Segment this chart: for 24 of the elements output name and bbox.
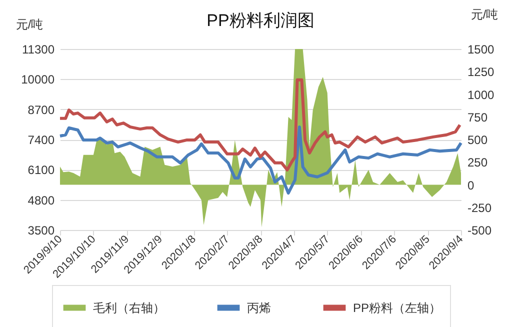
y-axis-title: 元/吨 [16,18,44,32]
legend-label: PP粉料（左轴） [353,300,442,315]
y2-tick-label: 500 [468,133,488,147]
y-tick-label: 6100 [28,163,55,178]
y-tick-label: 3500 [28,224,55,238]
y2-tick-label: 1250 [468,65,495,80]
y2-tick-label: 1500 [468,42,495,56]
y2-axis-title: 元/吨 [470,8,498,22]
chart-title: PP粉料利润图 [206,11,314,30]
y-tick-label: 7400 [28,133,55,147]
legend-label: 毛利（右轴） [93,300,165,315]
y2-tick-label: 250 [468,156,488,170]
legend-label: 丙烯 [247,300,271,315]
y2-tick-label: -500 [468,224,492,238]
y2-tick-label: 1000 [468,88,495,102]
y-tick-label: 4800 [28,193,55,208]
y-tick-label: 8700 [28,102,55,117]
y-tick-label: 10000 [21,72,55,87]
line-series [58,125,462,195]
y2-tick-label: 750 [468,110,488,124]
y-tick-label: 11300 [22,42,55,56]
y2-tick-label: -250 [468,200,492,215]
y2-tick-label: 0 [468,178,474,192]
line-series [58,78,462,172]
